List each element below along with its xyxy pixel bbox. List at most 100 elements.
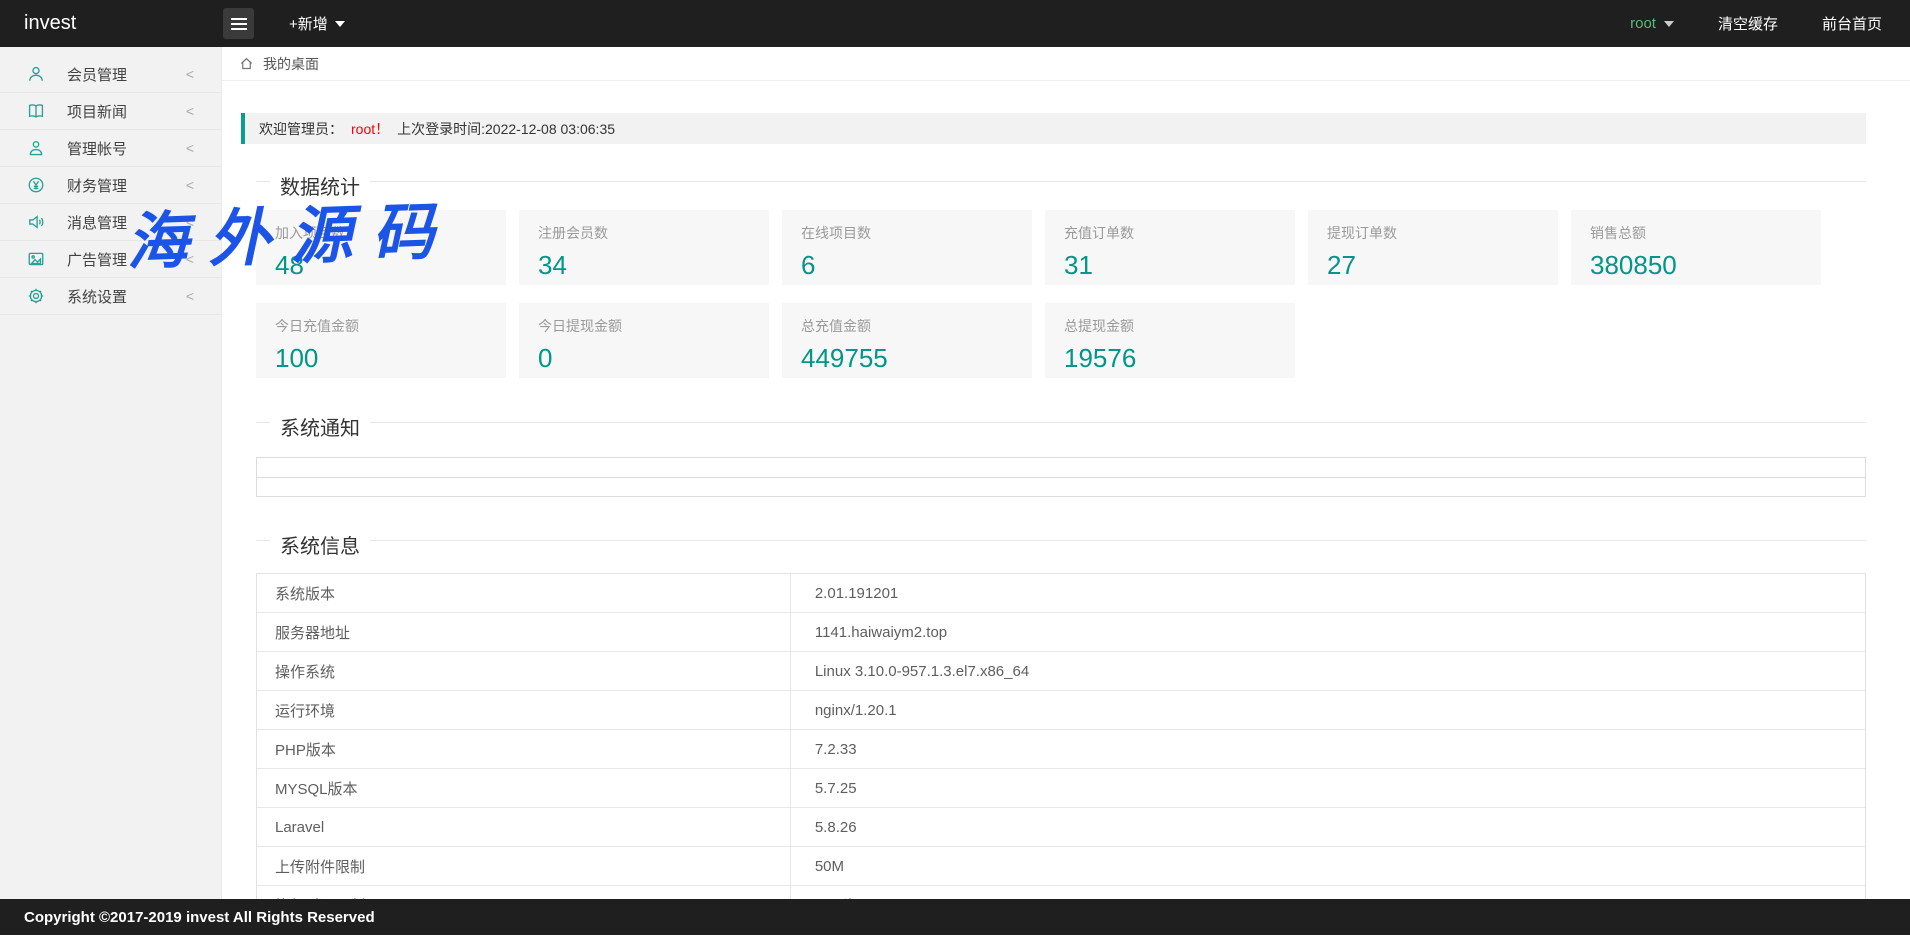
chevron-left-icon: < [185, 214, 194, 230]
notice-section: 系统通知 [256, 412, 1866, 497]
stat-label: 加入项目数 [275, 225, 345, 241]
front-home-link[interactable]: 前台首页 [1821, 16, 1882, 33]
stat-label: 注册会员数 [538, 225, 608, 241]
add-new-label: +新增 [289, 16, 328, 33]
chevron-left-icon: < [185, 177, 194, 193]
table-row: Laravel 5.8.26 [257, 808, 1865, 847]
stat-card: 提现订单数 27 [1308, 210, 1558, 285]
stat-value: 0 [538, 343, 553, 373]
stat-label: 在线项目数 [801, 225, 871, 241]
sidebar-item-admin-accounts[interactable]: 管理帐号 < [0, 130, 221, 167]
breadcrumb: 我的桌面 [222, 47, 1910, 81]
welcome-username: root！ [351, 120, 390, 137]
sysinfo-label: 上传附件限制 [257, 847, 791, 885]
table-row: PHP版本 7.2.33 [257, 730, 1865, 769]
sysinfo-label: 运行环境 [257, 691, 791, 729]
stat-value: 6 [801, 250, 816, 280]
sidebar-item-finance[interactable]: 财务管理 < [0, 167, 221, 204]
menu-toggle-button[interactable] [223, 8, 254, 39]
notice-section-title: 系统通知 [270, 412, 370, 441]
caret-down-icon [334, 20, 345, 27]
sidebar-item-ads[interactable]: 广告管理 < [0, 241, 221, 278]
sidebar-item-label: 项目新闻 [67, 103, 128, 121]
table-row: MYSQL版本 5.7.25 [257, 769, 1865, 808]
stat-value: 48 [275, 250, 304, 280]
caret-down-icon [1663, 20, 1674, 27]
sysinfo-value: 7.2.33 [814, 740, 857, 758]
stat-value: 19576 [1064, 343, 1137, 373]
stat-card: 总充值金额 449755 [782, 303, 1032, 378]
stats-section-title: 数据统计 [270, 171, 370, 200]
sidebar-item-settings[interactable]: 系统设置 < [0, 278, 221, 315]
sidebar-item-label: 财务管理 [67, 177, 128, 195]
table-row: 系统版本 2.01.191201 [257, 574, 1865, 613]
stat-card: 总提现金额 19576 [1045, 303, 1295, 378]
sidebar-item-label: 系统设置 [67, 288, 128, 306]
sysinfo-value: 300秒 [791, 886, 1865, 899]
content-area: 我的桌面 欢迎管理员： root！ 上次登录时间:2022-12-08 03:0… [222, 47, 1910, 899]
sysinfo-value: Linux 3.10.0-957.1.3.el7.x86_64 [814, 662, 1030, 680]
stat-value: 449755 [801, 343, 888, 373]
sidebar-item-members[interactable]: 会员管理 < [0, 56, 221, 93]
footer: Copyright ©2017-2019 invest All Rights R… [0, 899, 1910, 935]
sysinfo-label: 服务器地址 [257, 613, 791, 651]
sidebar-item-label: 广告管理 [67, 251, 128, 269]
stat-label: 销售总额 [1590, 225, 1646, 241]
speaker-icon [29, 215, 44, 229]
stat-label: 今日提现金额 [538, 318, 622, 334]
chevron-left-icon: < [185, 251, 194, 267]
stat-value: 31 [1064, 250, 1093, 280]
sysinfo-label: 系统版本 [257, 574, 791, 612]
sidebar-item-label: 消息管理 [67, 214, 128, 232]
sidebar-item-label: 管理帐号 [67, 140, 128, 158]
stat-value: 100 [275, 343, 319, 373]
sysinfo-table: 系统版本 2.01.191201 服务器地址 1141.haiwaiym2.to… [256, 573, 1866, 899]
sidebar-item-project-news[interactable]: 项目新闻 < [0, 93, 221, 130]
notice-list [256, 457, 1866, 497]
stat-label: 今日充值金额 [275, 318, 359, 334]
home-icon [240, 57, 253, 70]
book-icon [28, 104, 44, 118]
stat-label: 总充值金额 [801, 318, 871, 334]
stat-card: 加入项目数 48 [256, 210, 506, 285]
chevron-left-icon: < [185, 140, 194, 156]
stat-card: 注册会员数 34 [519, 210, 769, 285]
table-row: 上传附件限制 50M [257, 847, 1865, 886]
stat-card: 销售总额 380850 [1571, 210, 1821, 285]
stat-label: 充值订单数 [1064, 225, 1134, 241]
stat-value: 27 [1327, 250, 1356, 280]
stat-value: 34 [538, 250, 567, 280]
hamburger-icon [230, 17, 247, 20]
sysinfo-value: 5.7.25 [814, 779, 857, 797]
welcome-alert: 欢迎管理员： root！ 上次登录时间:2022-12-08 03:06:35 [241, 113, 1866, 144]
user-icon [29, 66, 43, 81]
sysinfo-section: 系统信息 系统版本 2.01.191201 服务器地址 1141.haiwaiy… [256, 530, 1866, 899]
main-panel: 欢迎管理员： root！ 上次登录时间:2022-12-08 03:06:35 … [222, 81, 1910, 899]
user-dropdown[interactable]: root [1630, 15, 1674, 32]
sysinfo-label: 操作系统 [257, 652, 791, 690]
table-row: 执行时间限制 300秒 [257, 886, 1865, 899]
stats-row-2: 今日充值金额 100 今日提现金额 0 总充值金额 449755 总提现金额 1… [256, 303, 1866, 378]
stats-row-1: 加入项目数 48 注册会员数 34 在线项目数 6 充值订单数 31 [256, 210, 1866, 285]
sidebar-item-messages[interactable]: 消息管理 < [0, 204, 221, 241]
stat-card: 充值订单数 31 [1045, 210, 1295, 285]
gear-icon [28, 288, 44, 304]
sysinfo-label: Laravel [257, 808, 791, 846]
table-row: 操作系统 Linux 3.10.0-957.1.3.el7.x86_64 [257, 652, 1865, 691]
sysinfo-value: 50M [814, 857, 845, 875]
sidebar: 会员管理 < 项目新闻 < 管理帐号 < 财务管理 < 消息管理 < 广告管理 … [0, 47, 222, 899]
stat-label: 提现订单数 [1327, 225, 1397, 241]
sysinfo-value: 1141.haiwaiym2.top [814, 623, 948, 641]
chevron-left-icon: < [185, 66, 194, 82]
stat-card: 在线项目数 6 [782, 210, 1032, 285]
notice-row [257, 477, 1865, 496]
sysinfo-label: MYSQL版本 [257, 769, 791, 807]
clear-cache-link[interactable]: 清空缓存 [1717, 16, 1778, 33]
welcome-prefix: 欢迎管理员： [259, 120, 343, 137]
add-new-dropdown[interactable]: +新增 [289, 0, 345, 47]
topbar-right: root 清空缓存 前台首页 [1630, 0, 1882, 47]
topbar: invest +新增 root 清空缓存 前台首页 [0, 0, 1910, 47]
chevron-left-icon: < [185, 288, 194, 304]
stat-card: 今日提现金额 0 [519, 303, 769, 378]
sysinfo-label: PHP版本 [257, 730, 791, 768]
